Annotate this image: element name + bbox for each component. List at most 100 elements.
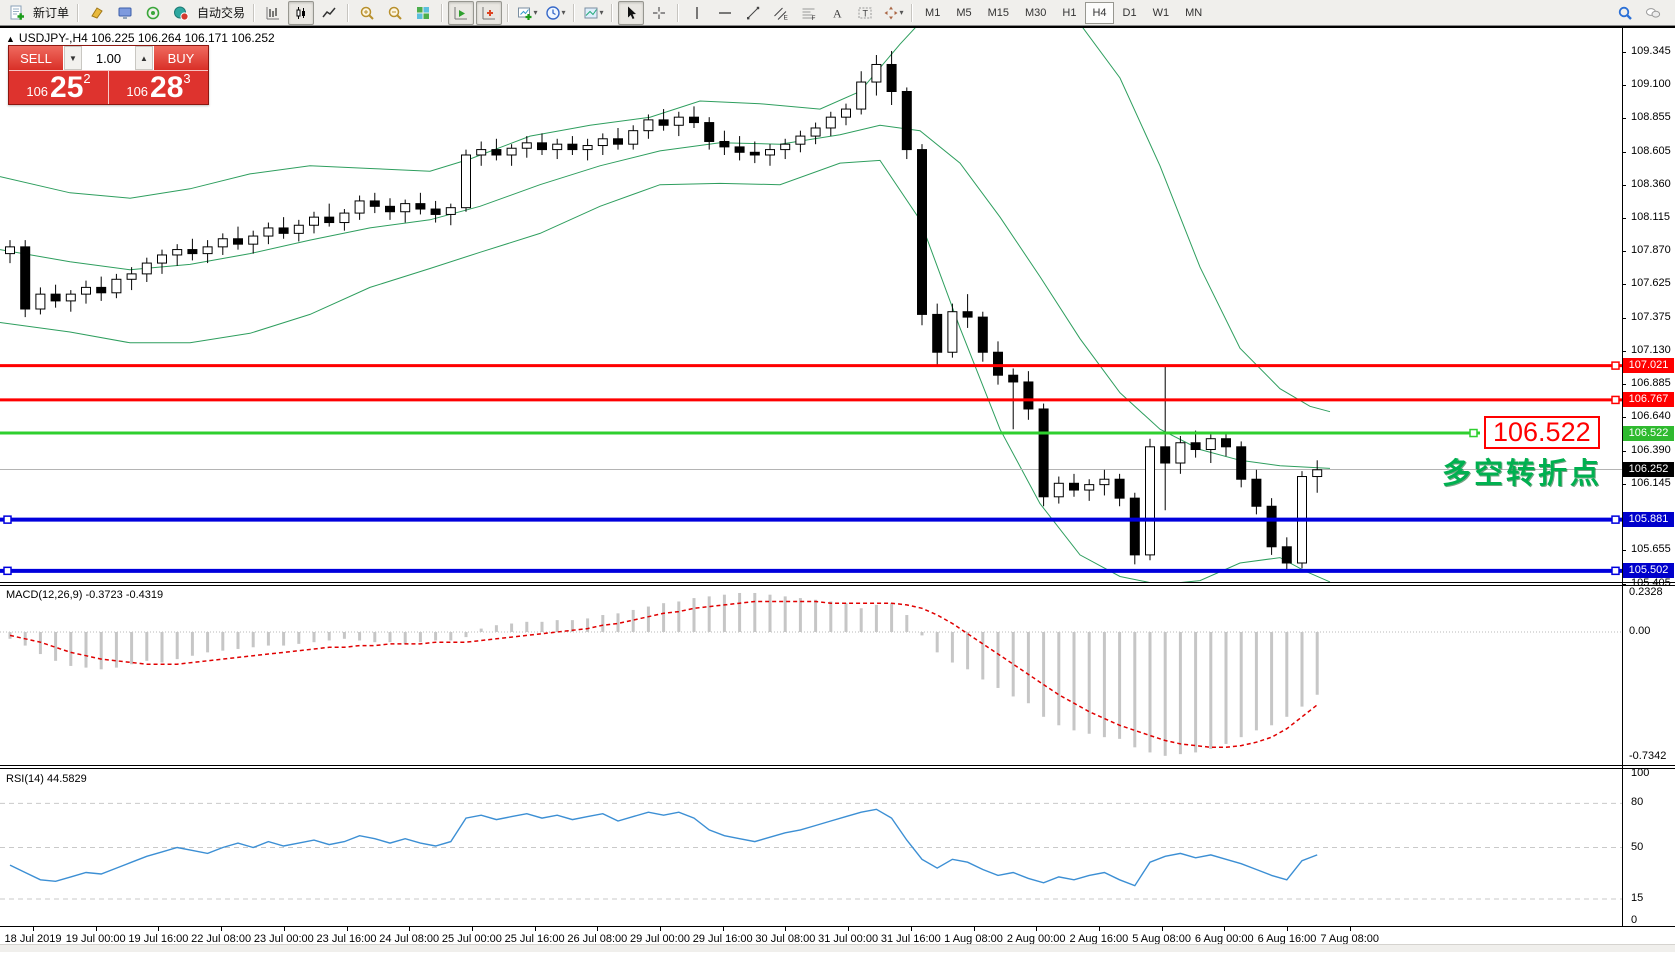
price-tick-mark [1622,250,1626,252]
price-tick-mark [1622,583,1626,585]
time-axis-label: 29 Jul 00:00 [630,933,690,945]
volume-increase-icon[interactable]: ▲ [135,46,153,70]
timeframe-mn-button[interactable]: MN [1185,6,1203,19]
time-axis-label: 6 Aug 16:00 [1257,933,1317,945]
line-chart-button[interactable] [316,1,342,25]
time-tick-mark [1224,927,1226,931]
crosshair-button[interactable] [646,1,672,25]
price-tick-mark [1622,84,1626,86]
time-tick-mark [1349,927,1351,931]
time-tick-mark [722,927,724,931]
macd-indicator-label: MACD(12,26,9) -0.3723 -0.4319 [6,589,164,601]
text-button[interactable]: A [824,1,850,25]
autotrade-button-label[interactable]: 自动交易 [197,6,246,20]
sell-price-main: 25 [50,71,84,104]
price-tick-mark [1622,450,1626,452]
text-label-button[interactable]: T [852,1,878,25]
chat-button[interactable] [1640,1,1666,25]
time-tick-mark [1287,927,1288,931]
timeframe-h1-button[interactable]: H1 [1062,6,1077,19]
timeframe-m5-button[interactable]: M5 [956,6,972,19]
timeframe-m1-button[interactable]: M1 [925,6,941,19]
styles-icon [91,6,103,19]
price-axis-line [1622,28,1623,926]
time-tick-mark [660,927,661,931]
timeframe-d1-button[interactable]: D1 [1122,6,1137,19]
zoom-in-button[interactable] [354,1,380,25]
autotrade-button[interactable] [168,1,194,25]
styles-button[interactable] [84,1,110,25]
chevron-down-icon[interactable]: ▾ [899,8,904,17]
chevron-down-icon[interactable]: ▾ [561,8,566,17]
price-annotation-box[interactable]: 106.522 [1484,416,1600,450]
bar-chart-button[interactable] [260,1,286,25]
toolbar-separator [573,3,576,22]
equidistant-channel-button[interactable]: E [768,1,794,25]
panel-collapse-icon[interactable]: ▲ [6,34,15,44]
volume-decrease-icon[interactable]: ▼ [64,46,82,70]
auto-scroll-button[interactable] [448,0,475,25]
horizontal-line-button[interactable] [712,1,738,25]
cursor-button[interactable] [618,0,645,25]
chart-shift-button[interactable] [476,0,503,25]
timeframe-m30-button[interactable]: M30 [1025,6,1047,19]
chart-window-icon [584,7,598,18]
trend-line-icon [747,6,760,19]
rsi-scale-label: 15 [1631,891,1644,904]
chevron-down-icon[interactable]: ▾ [533,8,538,17]
rsi-indicator-label: RSI(14) 44.5829 [6,773,87,785]
time-axis-label: 25 Jul 16:00 [504,933,565,945]
fibonacci-button[interactable]: F [796,1,822,25]
buy-button[interactable]: BUY [154,46,208,70]
zoom-out-button[interactable] [382,1,408,25]
chart-title: ▲ USDJPY-,H4 106.225 106.264 106.171 106.… [6,31,275,45]
pivot-annotation-text[interactable]: 多空转折点 [1442,458,1603,491]
vertical-line-button[interactable] [684,1,710,25]
signal-icon [146,6,160,19]
tile-windows-button[interactable] [410,1,436,25]
svg-text:A: A [833,6,842,20]
price-tick-label: 107.375 [1631,310,1671,323]
time-tick-mark [471,927,473,931]
candle-chart-button[interactable] [288,0,315,25]
periods-button[interactable]: ▾ [542,1,568,25]
timeframe-h4-button[interactable]: H4 [1085,1,1114,24]
new-order-button[interactable] [4,1,30,25]
volume-input[interactable] [82,46,135,70]
buy-price-main: 28 [150,71,184,104]
chevron-down-icon[interactable]: ▾ [599,8,604,17]
time-axis-label: 30 Jul 08:00 [755,933,816,945]
horizontal-lines[interactable] [0,361,1622,576]
pane-separator-2[interactable] [0,765,1675,769]
time-tick-mark [283,927,285,931]
search-button[interactable] [1612,1,1638,25]
chart-window-button[interactable]: ▾ [580,1,606,25]
arrows-button[interactable]: ▾ [880,1,906,25]
sell-button[interactable]: SELL [9,46,63,70]
periods-icon [545,5,560,20]
time-axis-label: 5 Aug 08:00 [1132,933,1191,945]
pane-separator-1[interactable] [0,582,1675,586]
price-badge-105.881: 105.881 [1623,512,1674,528]
candles-chart-icon [296,6,306,19]
timeframe-w1-button[interactable]: W1 [1152,6,1170,19]
chart-canvas[interactable] [0,26,1675,952]
timeframe-m15-button[interactable]: M15 [987,6,1009,19]
bollinger-bands [0,28,1331,582]
chart-top-border [0,26,1675,28]
toolbar-separator [507,3,510,22]
time-tick-mark [346,927,348,931]
time-tick-mark [534,927,536,931]
toolbar-separator [347,3,350,22]
terminal-button[interactable] [112,1,138,25]
trend-line-button[interactable] [740,1,766,25]
signal-button[interactable] [140,1,166,25]
buy-price-button[interactable]: 106 28 3 [109,71,208,104]
rsi-scale-label: 100 [1631,767,1650,779]
add-indicator-button[interactable]: ▾ [514,1,540,25]
new-order-button-label[interactable]: 新订单 [33,6,70,20]
sell-price-button[interactable]: 106 25 2 [9,71,109,104]
tile-windows-icon [417,6,430,19]
time-tick-mark [33,927,34,931]
price-tick-label: 106.885 [1631,376,1671,389]
